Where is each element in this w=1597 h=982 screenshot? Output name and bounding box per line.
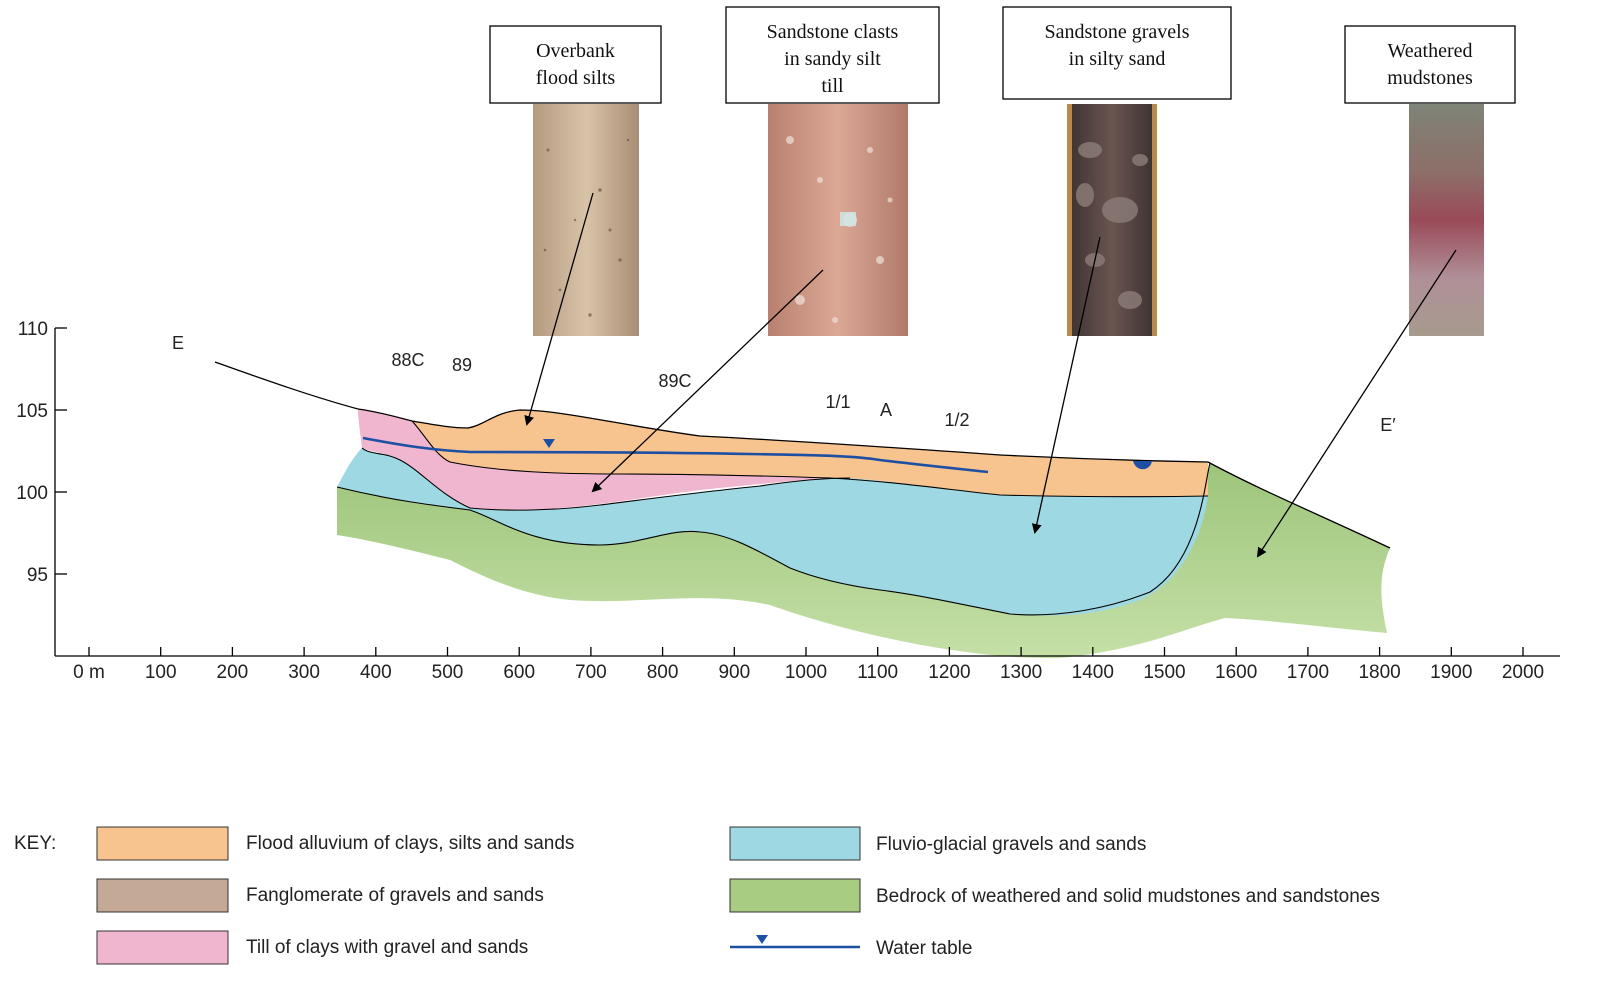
x-label-0: 0 m: [73, 662, 105, 683]
legend-swatch-bedrock: [729, 878, 861, 913]
caption-overbank-line1: Overbank: [536, 40, 615, 62]
legend-label-fluvio-glacial: Fluvio-glacial gravels and sands: [876, 834, 1146, 855]
water-table-line: [362, 436, 989, 474]
x-label-400: 400: [360, 662, 392, 683]
x-label-1600: 1600: [1215, 662, 1257, 683]
core-photos: [533, 104, 1484, 336]
caption-till-line1: Sandstone clasts: [767, 21, 899, 43]
caption-gravels-line1: Sandstone gravels: [1045, 21, 1190, 43]
arrow-till: [591, 269, 824, 493]
arrow-mudstones: [1256, 249, 1457, 558]
till-base-boundary: [361, 447, 851, 511]
legend-swatch-fluvio-glacial: [729, 826, 861, 861]
x-label-200: 200: [217, 662, 249, 683]
till-layer: [358, 409, 830, 511]
x-axis: 0 m 100 200 300 400 500 600 700 800 900 1000 1100 12…: [55, 647, 1560, 683]
arrow-overbank: [524, 192, 594, 426]
section-labels: E E′ 88C 89 89C 1/1 A 1/2: [172, 333, 1396, 435]
x-label-300: 300: [288, 662, 320, 683]
caption-box-mudstones: [1344, 25, 1516, 104]
flood-alluvium-layer: [412, 410, 1208, 497]
caption-box-gravels: [1002, 6, 1232, 100]
caption-box-till: [725, 6, 940, 104]
x-label-1900: 1900: [1430, 662, 1472, 683]
fluvio-glacial-layer: [337, 448, 1208, 616]
legend-label-water-table: Water table: [876, 938, 972, 959]
water-table-marker-icon: [543, 439, 555, 448]
caption-till-line2: in sandy silt: [784, 48, 881, 70]
x-label-1800: 1800: [1358, 662, 1400, 683]
x-label-2000: 2000: [1502, 662, 1544, 683]
arrow-gravels: [1031, 236, 1101, 534]
legend-label-bedrock: Bedrock of weathered and solid mudstones…: [876, 886, 1380, 907]
core-photo-mudstones: [1409, 104, 1484, 336]
legend-swatch-flood-alluvium: [96, 826, 229, 861]
x-label-100: 100: [145, 662, 177, 683]
legend-label-till: Till of clays with gravel and sands: [246, 937, 528, 958]
core-photo-gravels: [1067, 104, 1157, 336]
x-label-1000: 1000: [785, 662, 827, 683]
x-label-1500: 1500: [1143, 662, 1185, 683]
legend-label-fanglomerate: Fanglomerate of gravels and sands: [246, 885, 544, 906]
caption-gravels-line2: in silty sand: [1069, 48, 1166, 70]
legend-swatch-fanglomerate: [96, 878, 229, 913]
x-label-900: 900: [718, 662, 750, 683]
section-layers: [214, 361, 1391, 659]
core-photo-till: [768, 104, 908, 336]
x-label-1200: 1200: [928, 662, 970, 683]
y-label-105: 105: [16, 401, 48, 422]
x-label-1400: 1400: [1072, 662, 1114, 683]
caption-mudstones-line1: Weathered: [1388, 40, 1473, 62]
till-top-boundary: [411, 420, 1209, 498]
x-label-800: 800: [647, 662, 679, 683]
caption-till-line3: till: [821, 75, 844, 97]
water-pond-icon: [1133, 461, 1152, 470]
legend-water-table-marker-icon: [756, 935, 768, 944]
borehole-1-1-label: 1/1: [825, 392, 850, 412]
y-label-100: 100: [16, 483, 48, 504]
x-label-1300: 1300: [1000, 662, 1042, 683]
section-end-label: E′: [1380, 415, 1396, 435]
core-arrows: [524, 192, 1457, 558]
bedrock-top-boundary: [336, 462, 1211, 616]
legend-label-flood-alluvium: Flood alluvium of clays, silts and sands: [246, 833, 574, 854]
borehole-89-label: 89: [452, 355, 472, 375]
caption-mudstones-line2: mudstones: [1387, 67, 1473, 89]
core-captions: Overbank flood silts Sandstone clasts in…: [489, 6, 1516, 104]
legend-title: KEY:: [14, 833, 56, 854]
x-label-500: 500: [432, 662, 464, 683]
ground-surface-line: [214, 361, 1391, 549]
legend-swatch-till: [96, 930, 229, 965]
legend: KEY: Flood alluvium of clays, silts and …: [14, 826, 1380, 965]
core-photo-overbank: [533, 104, 639, 336]
caption-overbank-line2: flood silts: [536, 67, 616, 89]
borehole-88c-label: 88C: [391, 350, 424, 370]
bedrock-layer: [337, 463, 1390, 659]
x-label-700: 700: [575, 662, 607, 683]
borehole-1-2-label: 1/2: [944, 410, 969, 430]
x-label-600: 600: [503, 662, 535, 683]
y-label-95: 95: [27, 565, 48, 586]
borehole-89c-label: 89C: [658, 371, 691, 391]
x-label-1700: 1700: [1287, 662, 1329, 683]
y-label-110: 110: [18, 319, 48, 340]
caption-box-overbank: [489, 25, 662, 104]
borehole-a-label: A: [880, 400, 892, 420]
section-start-label: E: [172, 333, 184, 353]
y-axis: 110 105 100 95: [16, 319, 67, 656]
x-label-1100: 1100: [857, 662, 898, 683]
